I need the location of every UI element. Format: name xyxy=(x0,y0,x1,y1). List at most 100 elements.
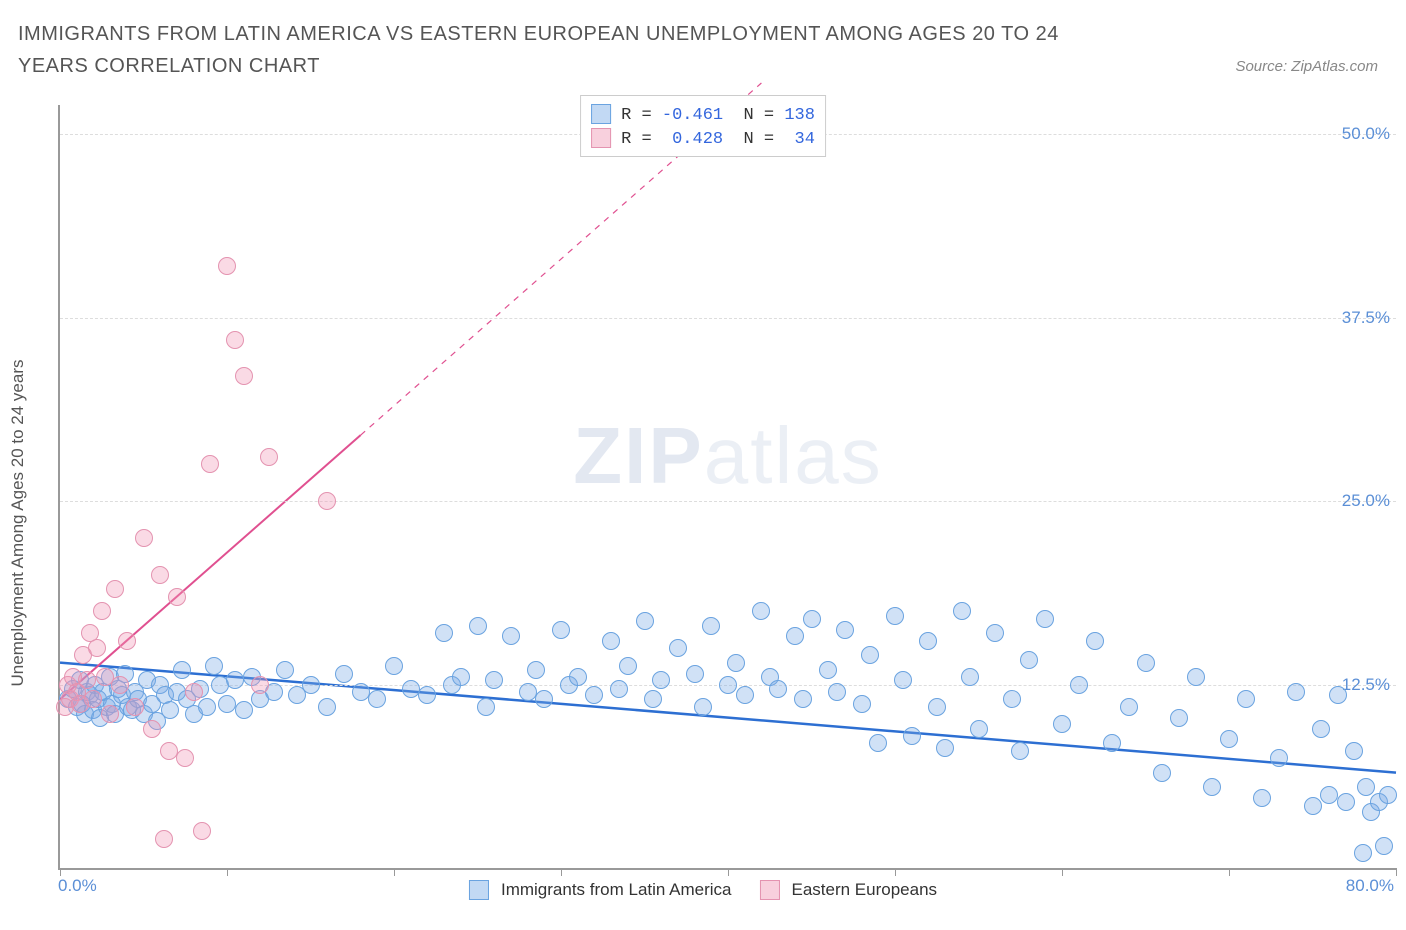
scatter-point xyxy=(1312,720,1330,738)
scatter-point xyxy=(235,701,253,719)
scatter-point xyxy=(794,690,812,708)
scatter-point xyxy=(610,680,628,698)
scatter-point xyxy=(702,617,720,635)
scatter-point xyxy=(919,632,937,650)
plot-area: ZIPatlas 12.5%25.0%37.5%50.0% xyxy=(58,105,1396,870)
scatter-point xyxy=(218,695,236,713)
scatter-point xyxy=(218,257,236,275)
scatter-point xyxy=(1379,786,1397,804)
scatter-point xyxy=(1354,844,1372,862)
x-tick-mark xyxy=(394,868,395,876)
scatter-point xyxy=(235,367,253,385)
scatter-point xyxy=(1053,715,1071,733)
chart-title: IMMIGRANTS FROM LATIN AMERICA VS EASTERN… xyxy=(18,18,1118,82)
scatter-point xyxy=(1237,690,1255,708)
scatter-point xyxy=(302,676,320,694)
scatter-point xyxy=(1153,764,1171,782)
scatter-point xyxy=(485,671,503,689)
scatter-point xyxy=(1375,837,1393,855)
stats-legend-row: R = -0.461 N = 138 xyxy=(591,102,815,126)
y-tick-label: 37.5% xyxy=(1342,308,1390,328)
scatter-point xyxy=(260,448,278,466)
source-attribution: Source: ZipAtlas.com xyxy=(1235,58,1378,75)
scatter-point xyxy=(828,683,846,701)
scatter-point xyxy=(1086,632,1104,650)
scatter-point xyxy=(636,612,654,630)
legend-swatch xyxy=(591,104,611,124)
scatter-point xyxy=(1170,709,1188,727)
scatter-point xyxy=(318,698,336,716)
scatter-point xyxy=(569,668,587,686)
x-tick-mark xyxy=(1062,868,1063,876)
legend-item: Eastern Europeans xyxy=(759,880,937,900)
scatter-point xyxy=(1120,698,1138,716)
scatter-point xyxy=(1187,668,1205,686)
x-tick-mark xyxy=(895,868,896,876)
scatter-point xyxy=(173,661,191,679)
scatter-point xyxy=(527,661,545,679)
scatter-point xyxy=(970,720,988,738)
legend-swatch xyxy=(591,128,611,148)
legend-label: Eastern Europeans xyxy=(791,880,937,900)
legend-item: Immigrants from Latin America xyxy=(469,880,732,900)
scatter-point xyxy=(986,624,1004,642)
scatter-point xyxy=(176,749,194,767)
scatter-point xyxy=(928,698,946,716)
scatter-point xyxy=(1320,786,1338,804)
x-tick-mark xyxy=(1229,868,1230,876)
scatter-point xyxy=(535,690,553,708)
scatter-point xyxy=(276,661,294,679)
y-tick-label: 12.5% xyxy=(1342,675,1390,695)
scatter-point xyxy=(719,676,737,694)
x-tick-label: 80.0% xyxy=(1346,876,1394,896)
scatter-point xyxy=(727,654,745,672)
y-axis-label: Unemployment Among Ages 20 to 24 years xyxy=(8,359,28,686)
stats-legend-row: R = 0.428 N = 34 xyxy=(591,126,815,150)
scatter-point xyxy=(101,705,119,723)
scatter-point xyxy=(185,683,203,701)
scatter-point xyxy=(226,671,244,689)
scatter-point xyxy=(88,639,106,657)
scatter-point xyxy=(118,632,136,650)
scatter-point xyxy=(198,698,216,716)
scatter-point xyxy=(226,331,244,349)
scatter-point xyxy=(368,690,386,708)
legend-swatch xyxy=(759,880,779,900)
scatter-point xyxy=(686,665,704,683)
scatter-point xyxy=(619,657,637,675)
scatter-point xyxy=(519,683,537,701)
scatter-point xyxy=(502,627,520,645)
scatter-point xyxy=(1070,676,1088,694)
scatter-point xyxy=(1270,749,1288,767)
scatter-point xyxy=(93,602,111,620)
scatter-point xyxy=(644,690,662,708)
scatter-point xyxy=(752,602,770,620)
scatter-point xyxy=(1337,793,1355,811)
x-tick-mark xyxy=(60,868,61,876)
scatter-point xyxy=(1287,683,1305,701)
scatter-point xyxy=(861,646,879,664)
watermark: ZIPatlas xyxy=(573,410,882,502)
scatter-point xyxy=(201,455,219,473)
scatter-point xyxy=(585,686,603,704)
scatter-point xyxy=(836,621,854,639)
scatter-point xyxy=(106,580,124,598)
scatter-point xyxy=(78,671,96,689)
scatter-point xyxy=(1357,778,1375,796)
scatter-point xyxy=(155,830,173,848)
scatter-point xyxy=(936,739,954,757)
scatter-point xyxy=(251,676,269,694)
scatter-point xyxy=(452,668,470,686)
scatter-point xyxy=(1137,654,1155,672)
scatter-point xyxy=(1203,778,1221,796)
scatter-point xyxy=(335,665,353,683)
scatter-point xyxy=(894,671,912,689)
scatter-point xyxy=(205,657,223,675)
scatter-point xyxy=(318,492,336,510)
scatter-point xyxy=(1011,742,1029,760)
scatter-point xyxy=(961,668,979,686)
scatter-point xyxy=(953,602,971,620)
x-tick-label: 0.0% xyxy=(58,876,97,896)
scatter-point xyxy=(160,742,178,760)
scatter-point xyxy=(84,690,102,708)
